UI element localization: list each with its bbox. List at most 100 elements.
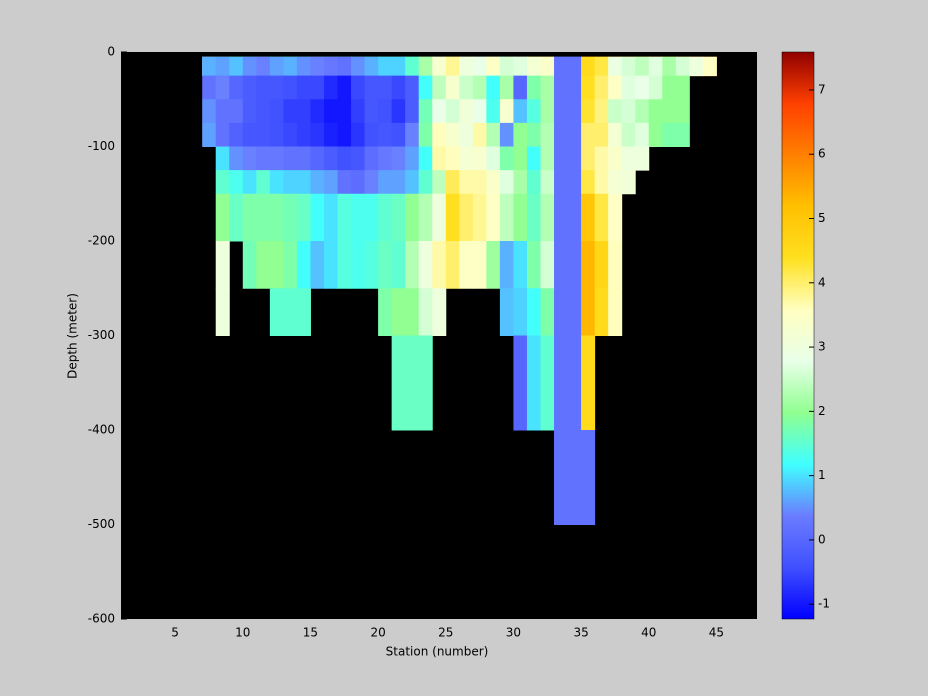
heatmap-cell — [256, 241, 271, 289]
heatmap-cell — [513, 288, 528, 336]
heatmap-cell — [486, 75, 501, 100]
heatmap-cell — [675, 75, 690, 100]
colorbar-tick-label: 3 — [818, 340, 826, 354]
heatmap-cell — [202, 99, 217, 124]
heatmap-cell — [310, 146, 325, 171]
heatmap-cell — [405, 241, 420, 289]
heatmap-cell — [472, 146, 487, 171]
heatmap-cell — [405, 146, 420, 171]
heatmap-cell — [445, 56, 460, 77]
heatmap-cell — [472, 193, 487, 242]
heatmap-cell — [215, 56, 230, 77]
x-tick-label: 15 — [303, 626, 318, 640]
heatmap-cell — [540, 193, 555, 242]
heatmap-cell — [378, 122, 393, 147]
x-tick-label: 45 — [709, 626, 724, 640]
heatmap-cell — [215, 288, 230, 336]
heatmap-cell — [418, 193, 433, 242]
heatmap-cell — [567, 146, 582, 171]
heatmap-cell — [608, 99, 623, 124]
heatmap-cell — [391, 122, 406, 147]
heatmap-cell — [472, 75, 487, 100]
heatmap-cell — [621, 146, 636, 171]
heatmap-cell — [391, 193, 406, 242]
colorbar-tick-label: 4 — [818, 275, 826, 289]
heatmap-cell — [662, 56, 677, 77]
heatmap-cell — [621, 122, 636, 147]
heatmap-cell — [621, 99, 636, 124]
heatmap-cell — [391, 99, 406, 124]
heatmap-cell — [378, 56, 393, 77]
heatmap-cell — [256, 170, 271, 195]
heatmap-cell — [513, 122, 528, 147]
heatmap-cell — [323, 122, 339, 147]
heatmap-cell — [337, 75, 352, 100]
heatmap-cell — [202, 56, 217, 77]
heatmap-cell — [608, 122, 623, 147]
heatmap-cell — [405, 170, 420, 195]
heatmap-cell — [540, 146, 555, 171]
y-tick-label: -400 — [88, 423, 115, 437]
heatmap-cell — [283, 170, 298, 195]
heatmap-cell — [405, 193, 420, 242]
heatmap-cell — [594, 170, 609, 195]
heatmap-cell — [202, 75, 217, 100]
heatmap-cell — [486, 146, 501, 171]
heatmap-cell — [513, 56, 528, 77]
heatmap-cell — [256, 146, 271, 171]
x-axis-label: Station (number) — [386, 645, 489, 659]
heatmap-cell — [391, 335, 406, 431]
heatmap-cell — [364, 56, 379, 77]
heatmap-cell — [229, 56, 244, 77]
heatmap-cell — [296, 288, 311, 336]
heatmap-cell — [675, 99, 690, 124]
y-tick-label: -200 — [88, 234, 115, 248]
heatmap-cell — [378, 75, 393, 100]
heatmap-cell — [242, 146, 257, 171]
heatmap-cell — [608, 56, 623, 77]
heatmap-cell — [445, 146, 460, 171]
heatmap-cell — [594, 75, 609, 100]
heatmap-cell — [554, 170, 569, 195]
heatmap-cell — [364, 122, 379, 147]
heatmap-cell — [635, 56, 650, 77]
heatmap-cell — [635, 146, 650, 171]
heatmap-cell — [445, 241, 460, 289]
heatmap-cell — [351, 241, 366, 289]
heatmap-cell — [269, 99, 284, 124]
heatmap-cell — [323, 99, 339, 124]
heatmap-cell — [351, 122, 366, 147]
heatmap-cell — [499, 99, 514, 124]
heatmap-cell — [486, 241, 501, 289]
heatmap-cell — [432, 170, 447, 195]
heatmap-cell — [445, 170, 460, 195]
heatmap-cell — [215, 241, 230, 289]
heatmap-cell — [499, 288, 514, 336]
heatmap-cell — [323, 146, 339, 171]
heatmap-cell — [432, 146, 447, 171]
heatmap-cell — [405, 56, 420, 77]
heatmap-cell — [499, 146, 514, 171]
heatmap-cell — [256, 193, 271, 242]
heatmap-cell — [445, 122, 460, 147]
heatmap-cell — [499, 241, 514, 289]
y-tick-label: 0 — [107, 45, 115, 59]
heatmap-cell — [513, 146, 528, 171]
heatmap-cell — [337, 99, 352, 124]
heatmap-cell — [351, 193, 366, 242]
heatmap-cell — [499, 56, 514, 77]
heatmap-cell — [310, 170, 325, 195]
heatmap-cell — [540, 288, 555, 336]
heatmap-cell — [594, 241, 609, 289]
heatmap-cell — [405, 335, 420, 431]
heatmap-cell — [540, 170, 555, 195]
heatmap-cell — [242, 99, 257, 124]
heatmap-cell — [256, 56, 271, 77]
heatmap-cell — [364, 146, 379, 171]
heatmap-cell — [256, 99, 271, 124]
heatmap-cell — [283, 99, 298, 124]
heatmap-cell — [283, 146, 298, 171]
heatmap-cell — [526, 170, 541, 195]
x-tick-label: 40 — [641, 626, 656, 640]
